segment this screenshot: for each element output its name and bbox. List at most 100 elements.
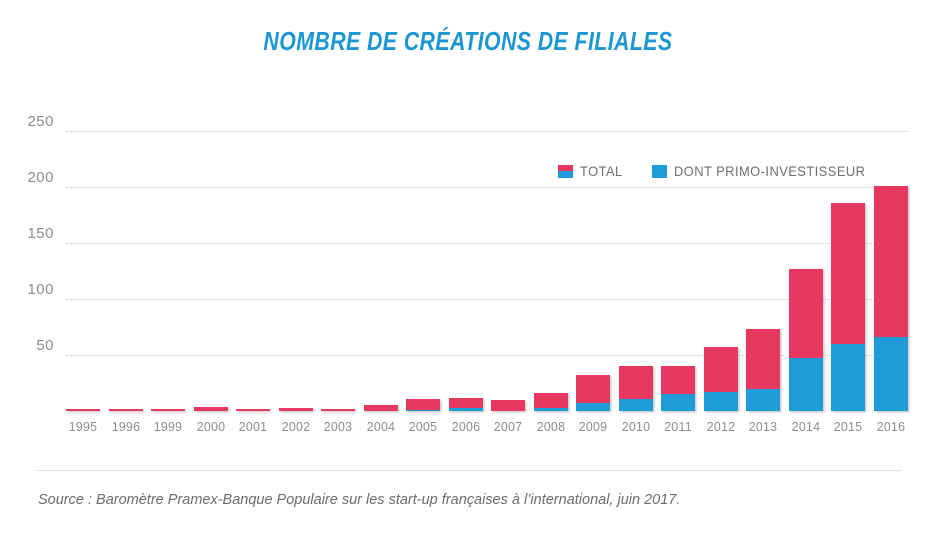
x-axis-tick-label: 2004	[366, 419, 395, 434]
bar-stack[interactable]	[703, 347, 738, 411]
bar-column[interactable]	[236, 130, 271, 411]
bar-segment-total[interactable]	[236, 408, 271, 411]
legend-item[interactable]: TOTAL	[558, 163, 626, 179]
bar-segment-primo-investisseur[interactable]	[831, 343, 866, 411]
bar-column[interactable]	[406, 130, 441, 411]
bar-segment-total[interactable]	[491, 399, 526, 411]
bar-column[interactable]	[788, 130, 823, 411]
x-axis-tick-label: 2009	[578, 419, 608, 434]
bar-column[interactable]	[448, 130, 483, 411]
legend-swatch-icon	[558, 164, 573, 178]
x-axis-tick-label: 2001	[238, 419, 268, 434]
chart-legend: TOTAL DONT PRIMO-INVESTISSEUR	[558, 163, 882, 179]
gridline: 50	[36, 338, 908, 356]
x-axis-tick-label: 2006	[451, 419, 480, 434]
bar-stack[interactable]	[321, 408, 356, 411]
bar-segment-total[interactable]	[66, 408, 100, 411]
x-axis-tick-label: 1995	[68, 419, 98, 434]
bar-stack[interactable]	[831, 202, 866, 411]
bar-stack[interactable]	[788, 268, 823, 411]
bar-segment-primo-investisseur[interactable]	[746, 388, 781, 411]
bar-segment-total[interactable]	[108, 408, 143, 411]
bar-stack[interactable]	[533, 393, 568, 411]
bar-segment-primo-investisseur[interactable]	[406, 409, 441, 411]
bar-segment-total[interactable]	[831, 202, 866, 344]
bar-column[interactable]	[576, 130, 611, 411]
gridline: 250	[27, 114, 908, 132]
bar-column[interactable]	[661, 130, 696, 411]
bar-segment-total[interactable]	[278, 407, 313, 411]
bar-segment-primo-investisseur[interactable]	[788, 358, 823, 411]
bar-segment-total[interactable]	[321, 408, 356, 411]
bar-stack[interactable]	[746, 329, 781, 411]
gridline: 100	[27, 282, 908, 300]
bar-stack[interactable]	[576, 375, 611, 411]
bar-column[interactable]	[746, 130, 781, 411]
bar-column[interactable]	[278, 130, 313, 411]
source-note: Source : Baromètre Pramex-Banque Populai…	[38, 492, 681, 508]
bar-column[interactable]	[321, 130, 356, 411]
bar-segment-total[interactable]	[661, 366, 696, 395]
bar-column[interactable]	[703, 130, 738, 411]
bar-stack[interactable]	[108, 408, 143, 411]
bar-segment-primo-investisseur[interactable]	[576, 403, 611, 411]
x-axis-tick-label: 2014	[791, 419, 821, 434]
bar-segment-total[interactable]	[703, 347, 738, 392]
x-axis-tick-label: 1999	[153, 419, 183, 434]
bar-segment-total[interactable]	[576, 375, 611, 404]
legend-item[interactable]: DONT PRIMO-INVESTISSEUR	[652, 163, 882, 179]
bar-stack[interactable]	[66, 408, 100, 411]
legend-label: DONT PRIMO-INVESTISSEUR	[674, 163, 866, 179]
y-axis-tick-label: 50	[36, 337, 54, 354]
x-axis-tick-label: 2010	[621, 419, 651, 434]
x-axis-tick-label: 2011	[664, 419, 693, 434]
bar-segment-total[interactable]	[193, 406, 228, 411]
bar-segment-primo-investisseur[interactable]	[448, 407, 483, 411]
bar-segment-primo-investisseur[interactable]	[618, 398, 653, 411]
bar-stack[interactable]	[363, 405, 398, 411]
bar-segment-total[interactable]	[533, 393, 568, 408]
bar-stack[interactable]	[491, 399, 526, 411]
bar-segment-total[interactable]	[873, 185, 908, 338]
bar-column[interactable]	[108, 130, 143, 411]
bar-column[interactable]	[363, 130, 398, 411]
bar-segment-primo-investisseur[interactable]	[873, 337, 908, 411]
bar-stack[interactable]	[406, 398, 441, 411]
gridline: 200	[27, 170, 908, 188]
x-axis-tick-label: 2015	[833, 419, 863, 434]
bar-column[interactable]	[66, 130, 100, 411]
bar-stack[interactable]	[278, 407, 313, 411]
bar-column[interactable]	[491, 130, 526, 411]
y-axis-tick-label: 200	[27, 169, 54, 186]
bar-segment-primo-investisseur[interactable]	[533, 407, 568, 411]
bar-segment-total[interactable]	[448, 397, 483, 408]
bar-stack[interactable]	[661, 366, 696, 411]
bar-column[interactable]	[193, 130, 228, 411]
bar-stack[interactable]	[448, 397, 483, 411]
bar-segment-primo-investisseur[interactable]	[703, 391, 738, 411]
x-axis-tick-label: 2002	[281, 419, 310, 434]
bar-stack[interactable]	[618, 366, 653, 411]
bar-column[interactable]	[618, 130, 653, 411]
x-axis-tick-label: 1996	[111, 419, 140, 434]
bar-segment-total[interactable]	[746, 329, 781, 389]
bar-column[interactable]	[151, 130, 186, 411]
bar-segment-total[interactable]	[406, 398, 441, 410]
bar-stack[interactable]	[193, 406, 228, 411]
bar-stack[interactable]	[236, 408, 271, 411]
bar-segment-total[interactable]	[363, 405, 398, 411]
x-axis-tick-label: 2012	[706, 419, 736, 434]
bar-segment-total[interactable]	[618, 366, 653, 399]
bar-column[interactable]	[533, 130, 568, 411]
bar-column[interactable]	[831, 130, 866, 411]
bar-column[interactable]	[873, 130, 908, 411]
bar-stack[interactable]	[873, 185, 908, 411]
bar-segment-primo-investisseur[interactable]	[661, 394, 696, 411]
plot-area: 250 200 150 100 50	[27, 114, 908, 411]
bar-segment-total[interactable]	[788, 268, 823, 359]
bar-stack[interactable]	[151, 408, 186, 411]
x-axis-tick-label: 2003	[323, 419, 353, 434]
bar-segment-total[interactable]	[151, 408, 186, 411]
y-axis-tick-label: 100	[27, 281, 54, 298]
